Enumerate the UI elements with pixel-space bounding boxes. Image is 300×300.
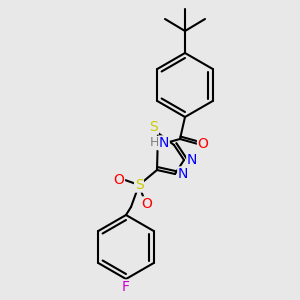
Text: N: N	[187, 153, 197, 167]
Text: S: S	[150, 120, 158, 134]
Text: N: N	[178, 167, 188, 181]
Text: S: S	[135, 178, 143, 192]
Text: O: O	[198, 137, 208, 151]
Text: N: N	[159, 136, 169, 150]
Text: F: F	[122, 280, 130, 294]
Text: O: O	[114, 173, 124, 187]
Text: O: O	[142, 197, 152, 211]
Text: H: H	[149, 136, 159, 149]
